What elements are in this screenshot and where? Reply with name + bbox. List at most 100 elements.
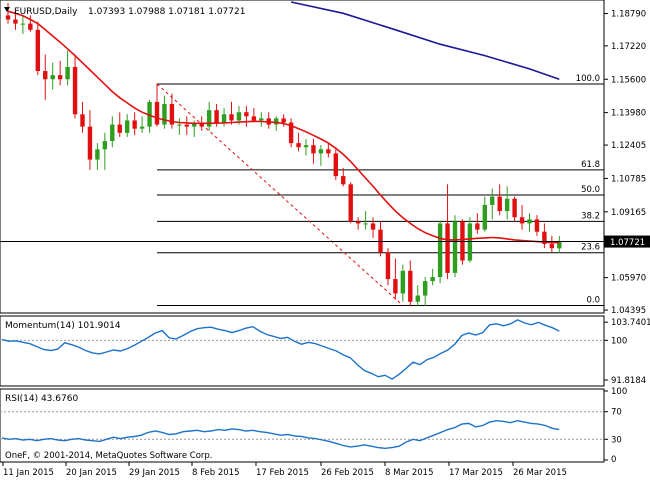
candle [534, 215, 540, 236]
price-axis: 1.18790 1.17220 1.15600 1.13980 1.12405 1.107… [604, 10, 646, 316]
candle-body [139, 126, 145, 129]
momentum-title: Momentum(14) 101.9014 [5, 321, 121, 331]
x-tick-label: 17 Mar 2015 [449, 468, 503, 478]
candle [87, 110, 93, 170]
candle-body [57, 75, 63, 80]
candle-body [303, 145, 309, 148]
candle-body [490, 196, 495, 205]
candle-body [177, 124, 182, 126]
candle [452, 215, 458, 278]
candle-body [475, 223, 480, 230]
candle-body [400, 270, 406, 294]
momentum-tick-label: 103.7401 [611, 318, 650, 328]
candle-body [497, 196, 502, 212]
momentum-line [1, 319, 560, 380]
candle-body [132, 120, 137, 129]
candle-body [326, 149, 331, 154]
candle-body [296, 143, 301, 148]
copyright-text: OneF, © 2001-2014, MetaQuotes Software C… [5, 451, 213, 461]
candle [318, 145, 324, 166]
candle [206, 101, 212, 131]
candle [303, 138, 309, 156]
candle [445, 184, 450, 280]
symbol-label: EURUSD,Daily [14, 7, 78, 17]
candle-body [125, 120, 130, 133]
rsi-tick-label: 30 [611, 435, 622, 445]
candle [363, 211, 368, 230]
collapse-arrow-icon[interactable] [4, 7, 10, 12]
candle-body [281, 118, 286, 123]
candle-body [482, 204, 487, 230]
candle-body [288, 122, 294, 144]
y-tick-label: 1.12405 [611, 141, 646, 151]
candle [311, 138, 316, 164]
candle [184, 116, 189, 135]
momentum-tick-label: 100 [611, 336, 627, 346]
candle-body [534, 219, 540, 232]
candle-body [452, 221, 458, 273]
candle-body [519, 217, 525, 224]
candle-body [102, 141, 108, 150]
candle [385, 248, 391, 286]
fib-level-label: 61.8 [581, 160, 600, 170]
x-tick-label: 26 Mar 2015 [513, 468, 567, 478]
ma-fast-line [7, 10, 560, 244]
candle-body [65, 66, 70, 80]
date-axis: 11 Jan 2015 20 Jan 2015 29 Jan 2015 8 Feb 2… [2, 462, 567, 478]
candle [549, 235, 555, 253]
candle [408, 260, 413, 306]
candle [519, 204, 525, 230]
candle [467, 217, 473, 263]
candle [35, 21, 40, 76]
candle-body [378, 229, 383, 253]
candle-body [408, 270, 413, 302]
rsi-tick-label: 0 [611, 455, 616, 465]
candle-body [80, 114, 85, 127]
candle-body [35, 29, 40, 72]
candle [229, 101, 234, 125]
candle [102, 132, 108, 170]
fib-level-label: 50.0 [581, 185, 600, 195]
x-tick-label: 20 Jan 2015 [66, 468, 117, 478]
candle [288, 118, 294, 148]
candle [326, 143, 331, 158]
candle-body [504, 198, 510, 212]
x-tick-label: 29 Jan 2015 [129, 468, 180, 478]
fib-level-label: 23.6 [581, 243, 600, 253]
candle-body [229, 114, 234, 121]
trendline [156, 83, 404, 306]
candle-body [259, 118, 264, 121]
header: EURUSD,Daily 1.07393 1.07988 1.07181 1.0… [4, 7, 245, 17]
candlesticks [5, 3, 562, 306]
x-tick-label: 8 Mar 2015 [385, 468, 433, 478]
candle [266, 112, 271, 129]
candle [504, 186, 510, 220]
rsi-panel-frame [0, 388, 605, 463]
candle [400, 264, 406, 302]
candle-body [318, 149, 324, 154]
candle [139, 116, 145, 133]
candle-body [348, 184, 353, 222]
current-price-tag [604, 235, 650, 248]
candle-body [355, 221, 361, 224]
candle-body [162, 103, 167, 125]
candle [437, 221, 443, 284]
candle [415, 285, 420, 306]
candle [20, 15, 26, 34]
candle-body [527, 219, 532, 224]
candle [13, 11, 18, 30]
rsi-tick-label: 100 [611, 387, 627, 397]
x-tick-label: 17 Feb 2015 [256, 468, 309, 478]
candle-body [206, 110, 212, 127]
y-tick-label: 1.15600 [611, 75, 646, 85]
ohlc-values: 1.07393 1.07988 1.07181 1.07721 [88, 7, 245, 17]
candle-body [437, 223, 443, 278]
candle [110, 116, 115, 148]
candle-body [169, 103, 175, 125]
candle-body [13, 19, 18, 24]
candle [80, 101, 85, 133]
momentum-panel-frame [0, 315, 605, 387]
candle [95, 143, 100, 170]
candle-body [549, 244, 555, 249]
